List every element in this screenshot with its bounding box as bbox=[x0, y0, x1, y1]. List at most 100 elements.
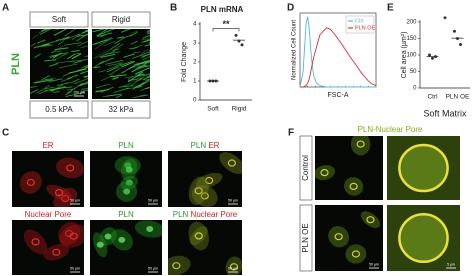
fiber bbox=[134, 67, 150, 75]
cell bbox=[20, 171, 42, 194]
fiber bbox=[134, 80, 150, 88]
merge-part: Nuclear Pore bbox=[191, 210, 238, 219]
fiber bbox=[30, 85, 37, 88]
cell bbox=[195, 172, 223, 189]
fiber bbox=[107, 62, 124, 67]
nucleus bbox=[66, 164, 75, 172]
scale-bar-label: 100 µm bbox=[73, 90, 85, 94]
fiber bbox=[34, 44, 53, 48]
fiber bbox=[57, 41, 64, 46]
fiber bbox=[36, 84, 51, 94]
fiber bbox=[92, 29, 106, 33]
fiber bbox=[139, 94, 147, 97]
fiber bbox=[130, 40, 138, 45]
cell bbox=[350, 136, 371, 156]
fiber bbox=[53, 90, 60, 94]
micrograph-content bbox=[328, 211, 381, 264]
fiber bbox=[141, 53, 150, 58]
stain-label: ER bbox=[42, 141, 53, 150]
cell bbox=[188, 176, 209, 206]
row-label: PLN bbox=[10, 53, 22, 75]
fiber bbox=[80, 70, 88, 75]
fiber bbox=[112, 76, 119, 80]
fiber bbox=[145, 78, 150, 81]
fiber bbox=[38, 29, 50, 33]
fiber bbox=[99, 51, 115, 58]
fiber bbox=[81, 88, 88, 90]
data-point bbox=[234, 33, 238, 37]
fiber bbox=[50, 52, 63, 58]
stiffness-label: 0.5 kPA bbox=[45, 105, 73, 114]
column-header: Rigid bbox=[112, 15, 130, 24]
fiber bbox=[61, 77, 73, 82]
cell bbox=[46, 184, 72, 201]
x-tick-label: Rigid bbox=[232, 106, 247, 113]
fiber bbox=[136, 65, 150, 69]
fiber bbox=[130, 76, 145, 86]
nucleus bbox=[31, 238, 40, 246]
fiber bbox=[70, 78, 80, 84]
fiber bbox=[148, 42, 150, 44]
fiber bbox=[142, 56, 150, 61]
fiber bbox=[84, 66, 88, 70]
row-label: Control bbox=[301, 155, 310, 181]
x-axis-label: FSC-A bbox=[328, 92, 349, 99]
fiber bbox=[44, 86, 55, 90]
fiber bbox=[123, 34, 133, 39]
cell bbox=[168, 255, 191, 275]
fiber bbox=[143, 75, 150, 81]
fiber bbox=[96, 32, 113, 38]
significance: * bbox=[443, 15, 447, 25]
y-axis-label: Fold Change bbox=[181, 42, 188, 82]
fiber bbox=[71, 53, 82, 60]
fiber bbox=[146, 74, 150, 78]
fiber bbox=[44, 59, 57, 62]
micrograph-content bbox=[23, 221, 84, 261]
nucleus bbox=[96, 241, 104, 248]
fiber bbox=[93, 48, 112, 59]
micrograph-content bbox=[30, 29, 88, 98]
fiber bbox=[140, 54, 150, 57]
y-tick-label: 0 bbox=[413, 86, 417, 92]
fiber bbox=[44, 87, 61, 92]
fiber bbox=[130, 64, 148, 73]
fiber bbox=[77, 40, 88, 47]
stiffness-box bbox=[29, 100, 89, 119]
scale-bar-label: 50 µm bbox=[369, 262, 379, 266]
x-tick-label: Soft bbox=[207, 106, 219, 113]
fiber bbox=[100, 74, 114, 82]
cell bbox=[191, 184, 218, 207]
fiber bbox=[80, 81, 88, 87]
fiber bbox=[98, 38, 113, 45]
y-tick-label: 4 bbox=[193, 22, 197, 28]
nucleus bbox=[349, 182, 358, 191]
fiber bbox=[103, 41, 115, 47]
stiffness-label: 32 kPa bbox=[109, 105, 134, 114]
stain-label: PLN bbox=[118, 210, 134, 219]
fiber bbox=[130, 30, 138, 34]
nucleus bbox=[194, 232, 203, 240]
nucleus bbox=[398, 143, 449, 193]
fiber bbox=[100, 86, 114, 93]
fiber bbox=[77, 68, 85, 71]
fiber bbox=[77, 59, 88, 62]
fiber bbox=[41, 43, 50, 47]
fiber bbox=[136, 73, 145, 77]
panel-label: A bbox=[2, 3, 9, 14]
fiber bbox=[118, 85, 134, 88]
fiber bbox=[144, 43, 150, 47]
fiber bbox=[50, 45, 64, 54]
nucleus bbox=[351, 250, 361, 258]
fiber bbox=[41, 29, 48, 32]
fiber bbox=[134, 51, 141, 54]
fiber bbox=[71, 49, 80, 53]
fiber bbox=[95, 83, 111, 89]
x-axis-label: Soft Matrix bbox=[423, 108, 467, 118]
data-point bbox=[240, 43, 244, 47]
cell bbox=[189, 226, 208, 246]
fiber bbox=[62, 36, 71, 41]
fiber bbox=[98, 57, 114, 65]
legend-label: Ctrl bbox=[355, 18, 364, 24]
fiber bbox=[39, 29, 52, 35]
merge-part: ER bbox=[208, 141, 219, 150]
